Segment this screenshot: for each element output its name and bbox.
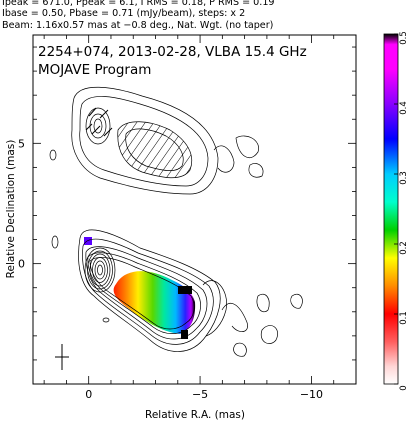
colorbar-tick-label: 0.3: [399, 171, 409, 185]
x-tick-label: −5: [192, 388, 208, 401]
header-line-2: Ibase = 0.50, Pbase = 0.71 (mJy/beam), s…: [2, 8, 246, 19]
x-axis-label: Relative R.A. (mas): [145, 409, 245, 421]
colorbar: [383, 33, 399, 385]
map-content: [49, 86, 303, 370]
plot-frame: [32, 34, 357, 385]
fractional-polarization-edge: [178, 286, 192, 294]
colorbar-tick-label: 0.2: [399, 241, 409, 255]
evpa-ticks: [85, 107, 113, 137]
chart-title: 2254+074, 2013-02-28, VLBA 15.4 GHz: [38, 44, 307, 60]
y-tick-label: 0: [18, 258, 25, 271]
fractional-polarization-region: [113, 271, 196, 334]
colorbar-tick-label: 0.4: [399, 101, 409, 115]
y-tick-label: 5: [18, 137, 25, 150]
fractional-polarization-edge: [181, 330, 188, 339]
stokes-i-contours: [51, 229, 303, 357]
x-tick-label: −10: [300, 388, 323, 401]
polarized-flux-contours: [49, 86, 264, 195]
x-tick-label: 0: [85, 388, 92, 401]
fractional-polarization-edge: [84, 237, 92, 245]
colorbar-tick-label: 0: [399, 385, 409, 390]
axis-ticks: 0 −5 −10 0 5: [18, 35, 357, 401]
colorbar-tick-label: 0.5: [399, 31, 409, 45]
colorbar-ticks: 0 0.1 0.2 0.3 0.4 0.5: [394, 31, 409, 391]
chart-subtitle: MOJAVE Program: [38, 62, 151, 78]
beam-marker: [55, 344, 69, 370]
y-axis-label: Relative Declination (mas): [5, 140, 17, 279]
colorbar-tick-label: 0.1: [399, 311, 409, 325]
header-line-3: Beam: 1.16x0.57 mas at −0.8 deg., Nat. W…: [2, 20, 274, 31]
header-line-1: Ipeak = 671.0, Ppeak = 6.1, I RMS = 0.18…: [2, 0, 275, 8]
